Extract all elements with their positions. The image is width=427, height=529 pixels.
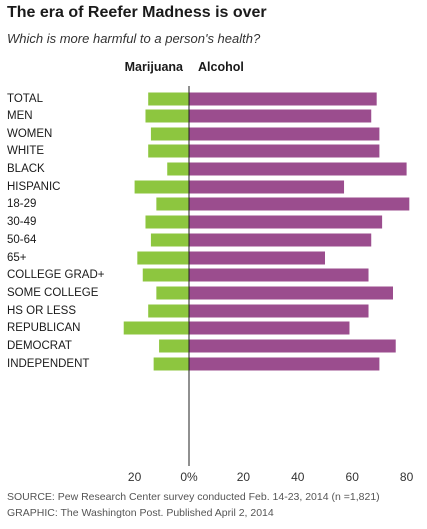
bar-alcohol-college-grad [189,268,369,282]
graphic-credit: GRAPHIC: The Washington Post. Published … [7,507,274,519]
chart-title: The era of Reefer Madness is over [7,4,267,21]
category-label-50-64: 50-64 [7,234,37,246]
category-label-65: 65+ [7,252,27,264]
bars-group [123,92,410,371]
x-tick-label: 60 [346,470,360,484]
legend-marijuana-label: Marijuana [124,60,183,74]
category-label-total: TOTAL [7,93,43,105]
bar-marijuana-republican [123,321,189,335]
category-label-men: MEN [7,110,33,122]
legend-alcohol-label: Alcohol [198,60,244,74]
bar-marijuana-men [145,109,189,123]
bar-marijuana-50-64 [150,233,189,247]
category-label-democrat: DEMOCRAT [7,340,72,352]
category-label-some-college: SOME COLLEGE [7,287,99,299]
bar-alcohol-white [189,144,380,158]
bar-alcohol-hs-or-less [189,304,369,318]
bar-alcohol-women [189,127,380,141]
chart-subtitle: Which is more harmful to a person's heal… [7,31,261,46]
bar-marijuana-30-49 [145,215,189,229]
category-label-18-29: 18-29 [7,198,37,210]
bar-marijuana-college-grad [142,268,189,282]
bar-alcohol-total [189,92,377,106]
bar-alcohol-30-49 [189,215,383,229]
bar-alcohol-hispanic [189,180,345,194]
bar-marijuana-democrat [159,339,189,353]
category-label-hs-or-less: HS OR LESS [7,305,77,317]
bar-alcohol-some-college [189,286,393,300]
bar-alcohol-18-29 [189,197,410,211]
bar-marijuana-hs-or-less [148,304,189,318]
x-tick-label: 80 [400,470,414,484]
bar-alcohol-independent [189,357,380,371]
x-tick-label: 20 [237,470,251,484]
x-tick-label: 20 [128,470,142,484]
bar-alcohol-democrat [189,339,396,353]
bar-alcohol-black [189,162,407,176]
category-label-black: BLACK [7,163,45,175]
source-note: SOURCE: Pew Research Center survey condu… [7,491,380,503]
x-tick-label: 40 [291,470,305,484]
bar-alcohol-65 [189,251,325,265]
category-label-30-49: 30-49 [7,216,37,228]
category-label-hispanic: HISPANIC [7,181,61,193]
category-label-independent: INDEPENDENT [7,358,90,370]
category-label-women: WOMEN [7,128,53,140]
bar-marijuana-18-29 [156,197,189,211]
bar-marijuana-total [148,92,189,106]
category-label-college-grad: COLLEGE GRAD+ [7,269,105,281]
bar-marijuana-women [150,127,189,141]
bar-marijuana-65 [137,251,189,265]
bar-marijuana-white [148,144,189,158]
bar-marijuana-black [167,162,189,176]
bar-marijuana-independent [153,357,189,371]
bar-alcohol-50-64 [189,233,372,247]
bar-alcohol-republican [189,321,350,335]
x-tick-label: 0% [180,470,198,484]
bar-marijuana-hispanic [134,180,189,194]
category-label-white: WHITE [7,145,45,157]
bar-alcohol-men [189,109,372,123]
bar-marijuana-some-college [156,286,189,300]
category-label-republican: REPUBLICAN [7,322,81,334]
x-axis-ticks: 20 0% 20 40 60 80 [128,470,414,484]
